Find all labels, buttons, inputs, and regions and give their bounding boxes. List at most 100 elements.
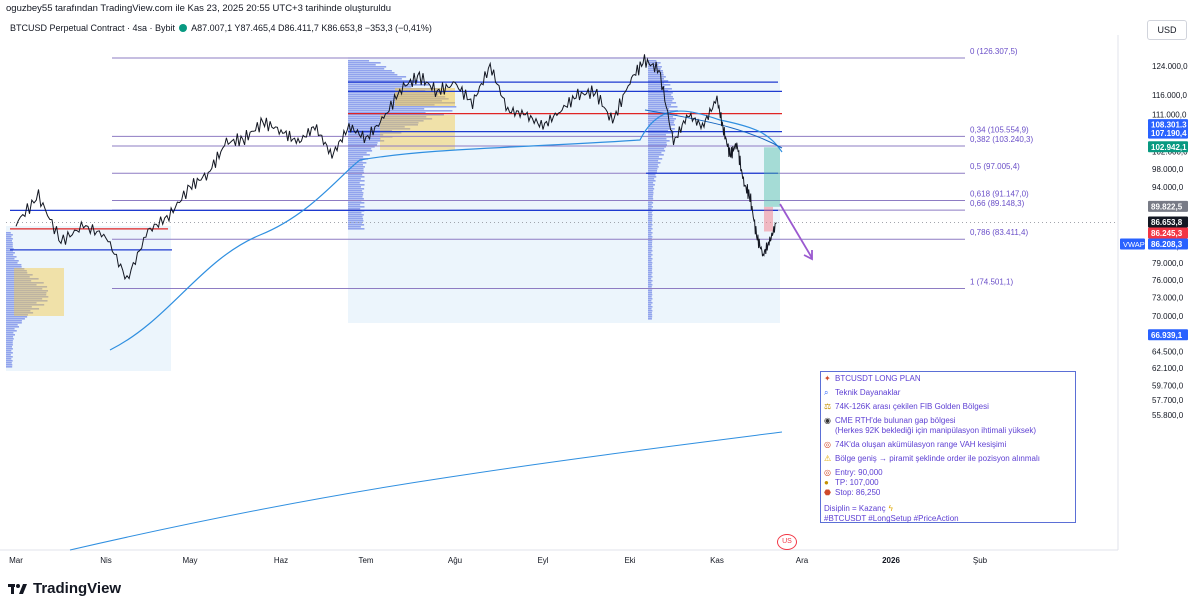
vwap-tag-label: VWAP	[1123, 240, 1145, 249]
x-tick-label-1: Nis	[100, 556, 112, 565]
price-tag-text-7: 66.939,1	[1151, 331, 1183, 340]
y-tick-label-12: 70.000,0	[1152, 312, 1184, 321]
plan-entry: Entry: 90,000	[835, 468, 883, 477]
money-bag-icon: ●	[824, 478, 829, 487]
fibonacci-levels: 0 (126.307,5) 0,34 (105.554,9)0,382 (103.…	[112, 47, 1033, 290]
price-tag-3: 89.822,5	[1148, 200, 1188, 212]
y-tick-label-18: 55.800,0	[1152, 411, 1184, 420]
price-tag-1: 107.190,4	[1148, 127, 1188, 139]
plan-item-3a: CME RTH'de bulunan gap bölgesi	[835, 416, 956, 425]
plan-item-3b: (Herkes 92K beklediği için manipülasyon …	[835, 426, 1036, 435]
time-axis: Mar Nis May Haz Tem Ağu Eyl Eki Kas Ara 2026 Şub	[9, 556, 988, 565]
fib-label-7: 1 (74.501,1)	[970, 278, 1013, 287]
tradingview-logo-icon	[8, 583, 27, 594]
fib-label-0: 0 (126.307,5)	[970, 47, 1018, 56]
ma-line-long	[644, 109, 783, 149]
price-tag-text-1: 107.190,4	[1151, 129, 1187, 138]
x-tick-label-0: Mar	[9, 556, 23, 565]
fib-label-3: 0,5 (97.005,4)	[970, 162, 1020, 171]
scales-icon: ⚖	[824, 402, 832, 411]
market-status-icon	[179, 24, 188, 32]
x-tick-label-7: Eki	[624, 556, 635, 565]
price-tag-4: 86.653,8	[1148, 216, 1188, 228]
y-tick-label-11: 73.000,0	[1152, 293, 1184, 302]
x-tick-label-2: May	[182, 556, 197, 565]
price-tag-2: 102.942,1	[1148, 141, 1188, 153]
y-tick-label-5: 98.000,0	[1152, 165, 1184, 174]
projection-arrowhead	[803, 250, 813, 261]
price-tag-text-4: 86.653,8	[1151, 218, 1183, 227]
plan-stop: Stop: 86,250	[835, 488, 881, 497]
x-tick-label-8: Kas	[710, 556, 724, 565]
fib-label-2: 0,382 (103.240,3)	[970, 135, 1033, 144]
price-tag-text-3: 89.822,5	[1151, 202, 1183, 211]
value-area-summer-low	[380, 115, 455, 150]
target-icon: ◎	[824, 440, 831, 449]
symbol-name[interactable]: BTCUSD Perpetual Contract · 4sa · Bybit	[10, 23, 176, 33]
plan-item-1: Teknik Dayanaklar	[835, 388, 901, 397]
fib-label-6: 0,786 (83.411,4)	[970, 228, 1028, 237]
fib-label-1: 0,34 (105.554,9)	[970, 125, 1029, 134]
value-area-summer-high	[395, 88, 455, 106]
y-tick-label-2: 111.000,0	[1152, 110, 1187, 119]
price-tag-text-0: 108.301,3	[1151, 121, 1187, 130]
price-tag-text-5: 86.245,3	[1151, 229, 1183, 238]
y-tick-label-9: 79.000,0	[1152, 259, 1184, 268]
x-tick-label-3: Haz	[274, 556, 288, 565]
x-tick-label-11: Şub	[973, 556, 988, 565]
long-plan-note[interactable]: ✦ BTCUSDT LONG PLAN ⌕ Teknik Dayanaklar ⚖ 7…	[820, 371, 1076, 523]
eye-icon: ◉	[824, 416, 831, 425]
long-term-ma-curve	[69, 431, 783, 551]
publish-note: oguzbey55 tarafından TradingView.com ile…	[6, 3, 392, 14]
fib-label-5: 0,66 (89.148,3)	[970, 199, 1025, 208]
plan-title: BTCUSDT LONG PLAN	[835, 374, 921, 383]
y-tick-label-17: 57.700,0	[1152, 396, 1184, 405]
volume-profile-march	[6, 232, 49, 368]
lightning-icon: ϟ	[888, 504, 893, 513]
economic-event-flag-icon[interactable]: US	[777, 534, 797, 550]
x-tick-label-10: 2026	[882, 556, 900, 565]
plan-item-5: Bölge geniş → piramit şeklinde order ile…	[835, 454, 1040, 463]
y-tick-label-6: 94.000,0	[1152, 183, 1184, 192]
price-tag-0: 108.301,3	[1148, 119, 1188, 131]
symbol-info-bar: BTCUSD Perpetual Contract · 4sa · Bybit A…	[10, 23, 432, 33]
y-tick-label-15: 62.100,0	[1152, 364, 1184, 373]
currency-button[interactable]: USD	[1147, 20, 1187, 40]
y-tick-label-10: 76.000,0	[1152, 276, 1184, 285]
price-series-line	[15, 54, 777, 281]
plan-item-4: 74K'da oluşan akümülasyon range VAH kesi…	[835, 440, 1007, 449]
y-tick-label-0: 124.000,0	[1152, 62, 1188, 71]
stop-zone-box	[764, 206, 773, 232]
pushpin-icon: ✦	[824, 374, 831, 383]
target-zone-box	[764, 147, 780, 207]
price-tag-6: 86.208,3 VWAP	[1120, 238, 1188, 250]
x-tick-label-6: Eyl	[537, 556, 548, 565]
tradingview-brand[interactable]: TradingView	[8, 580, 121, 597]
volume-profile-autumn	[648, 60, 678, 320]
x-tick-label-9: Ara	[796, 556, 809, 565]
y-tick-label-1: 116.000,0	[1152, 91, 1188, 100]
price-tag-text-6: 86.208,3	[1151, 240, 1183, 249]
ohlc-values: A87.007,1 Y87.465,4 D86.411,7 K86.653,8 …	[191, 23, 432, 33]
ma-line-short	[109, 110, 783, 351]
magnifier-icon: ⌕	[824, 388, 829, 397]
stop-icon: ⬣	[824, 488, 831, 497]
price-tag-7: 66.939,1	[1148, 329, 1188, 341]
fib-label-4: 0,618 (91.147,0)	[970, 189, 1029, 198]
price-tag-text-2: 102.942,1	[1151, 143, 1187, 152]
projection-arrow	[779, 203, 813, 259]
brand-name: TradingView	[33, 580, 122, 597]
y-tick-label-16: 59.700,0	[1152, 381, 1184, 390]
dart-icon: ◎	[824, 468, 831, 477]
warning-icon: ⚠	[824, 454, 832, 463]
price-tag-5: 86.245,3	[1148, 227, 1188, 239]
plan-motto: Disiplin = Kazanç	[824, 504, 886, 513]
value-area-march	[14, 268, 64, 316]
plan-tp: TP: 107,000	[835, 478, 879, 487]
x-tick-label-4: Tem	[358, 556, 373, 565]
plan-item-2: 74K-126K arası çekilen FIB Golden Bölges…	[835, 402, 989, 411]
plan-tags: #BTCUSDT #LongSetup #PriceAction	[824, 514, 959, 523]
y-tick-label-14: 64.500,0	[1152, 348, 1184, 357]
